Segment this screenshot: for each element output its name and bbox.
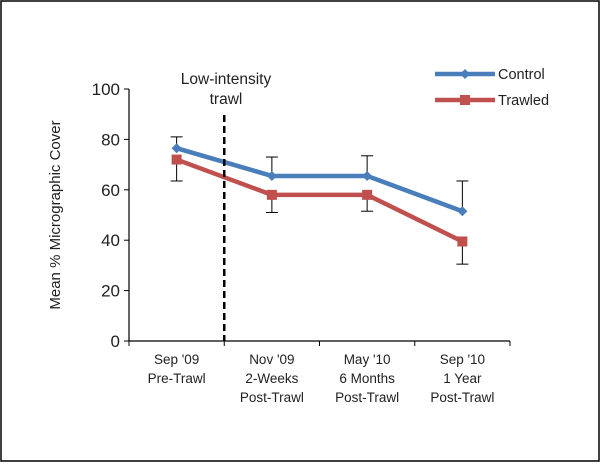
y-tick-label: 80 [101, 130, 120, 149]
x-tick-label: Nov '09 [249, 352, 294, 367]
y-tick-label: 20 [101, 282, 120, 301]
data-point-trawled [362, 189, 373, 200]
series-line-trawled [175, 157, 464, 244]
y-axis-label: Mean % Micrographic Cover [47, 120, 64, 309]
annotation-label: Low-intensity [181, 71, 272, 88]
data-point-trawled [266, 189, 277, 200]
x-tick-label: 6 Months [339, 371, 395, 386]
x-tick-label: Post-Trawl [240, 390, 304, 405]
legend-marker-control [460, 69, 470, 79]
annotation-layer: Low-intensity trawl [181, 71, 272, 341]
y-axis: 0 20 40 60 80 100 Sep '09 Pre-Trawl Nov '09 2-Wee… [92, 80, 511, 405]
annotation-label: trawl [210, 91, 243, 108]
legend-marker-trawled [460, 95, 470, 105]
data-point-control [266, 170, 277, 181]
data-point-control [457, 206, 468, 217]
x-tick-label: Sep '09 [154, 352, 199, 367]
x-tick-label: 2-Weeks [245, 371, 298, 386]
y-tick-label: 100 [92, 80, 120, 99]
data-point-control [362, 170, 373, 181]
x-tick-label: Post-Trawl [430, 390, 494, 405]
x-tick-label: Post-Trawl [335, 390, 399, 405]
data-point-control [171, 143, 182, 154]
data-point-trawled [457, 236, 468, 247]
x-tick-label: 1 Year [443, 371, 482, 386]
x-tick-label: Pre-Trawl [148, 371, 206, 386]
legend: Control Trawled [435, 67, 549, 109]
y-tick-label: 60 [101, 181, 120, 200]
y-tick-label: 40 [101, 231, 120, 250]
y-tick-label: 0 [111, 332, 120, 351]
data-point-trawled [171, 154, 182, 165]
error-bars [170, 136, 469, 265]
legend-label-trawled: Trawled [498, 93, 549, 109]
x-tick-label: May '10 [344, 352, 391, 367]
x-tick-label: Sep '10 [440, 352, 485, 367]
legend-label-control: Control [498, 67, 545, 83]
